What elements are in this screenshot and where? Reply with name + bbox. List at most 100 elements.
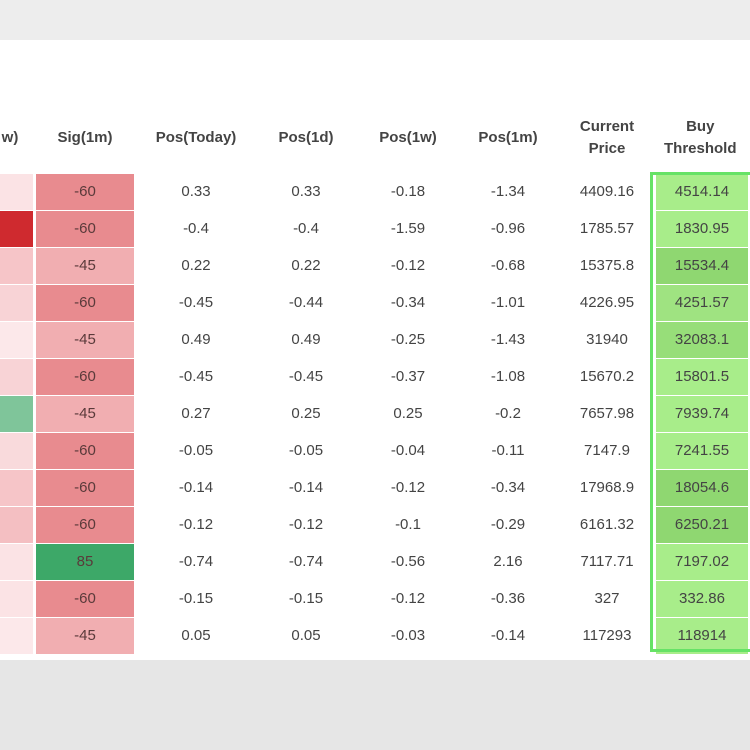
cell-pos-today[interactable]: -0.74 xyxy=(178,553,214,570)
cell-sig1m[interactable]: -45 xyxy=(36,248,134,284)
cell-pos-today[interactable]: 0.49 xyxy=(181,331,211,348)
cell-pos-1m[interactable]: -0.2 xyxy=(495,405,521,422)
cell-pos-1d[interactable]: -0.44 xyxy=(288,294,324,311)
cell-pos-today[interactable]: 0.27 xyxy=(181,405,211,422)
cell-pos-1w[interactable]: -0.37 xyxy=(390,368,426,385)
cell-buy-threshold[interactable]: 332.86 xyxy=(656,581,748,617)
cell-current-price[interactable]: 327 xyxy=(594,590,620,607)
cell-sig1w[interactable] xyxy=(0,322,33,358)
cell-buy-threshold[interactable]: 4251.57 xyxy=(656,285,748,321)
cell-sig1m[interactable]: -60 xyxy=(36,174,134,210)
cell-current-price[interactable]: 15375.8 xyxy=(579,257,635,274)
cell-pos-1w[interactable]: 0.25 xyxy=(393,405,423,422)
cell-buy-threshold[interactable]: 7197.02 xyxy=(656,544,748,580)
cell-sig1w[interactable] xyxy=(0,359,33,395)
cell-sig1w[interactable] xyxy=(0,174,33,210)
cell-current-price[interactable]: 7147.9 xyxy=(584,442,630,459)
cell-pos-1w[interactable]: -0.03 xyxy=(390,627,426,644)
cell-pos-1m[interactable]: -1.34 xyxy=(490,183,526,200)
cell-sig1m[interactable]: -60 xyxy=(36,433,134,469)
cell-sig1w[interactable] xyxy=(0,248,33,284)
cell-sig1m[interactable]: 85 xyxy=(36,544,134,580)
cell-sig1m[interactable]: -60 xyxy=(36,359,134,395)
cell-pos-today[interactable]: -0.14 xyxy=(178,479,214,496)
cell-sig1w[interactable] xyxy=(0,544,33,580)
cell-sig1m[interactable]: -45 xyxy=(36,396,134,432)
cell-current-price[interactable]: 4409.16 xyxy=(579,183,635,200)
cell-sig1m[interactable]: -45 xyxy=(36,322,134,358)
cell-pos-1w[interactable]: -0.1 xyxy=(395,516,421,533)
cell-buy-threshold[interactable]: 15801.5 xyxy=(656,359,748,395)
cell-buy-threshold[interactable]: 1830.95 xyxy=(656,211,748,247)
cell-pos-1d[interactable]: 0.05 xyxy=(291,627,321,644)
cell-pos-1m[interactable]: -0.34 xyxy=(490,479,526,496)
cell-sig1m[interactable]: -60 xyxy=(36,285,134,321)
cell-current-price[interactable]: 31940 xyxy=(586,331,628,348)
cell-pos-1w[interactable]: -0.12 xyxy=(390,257,426,274)
cell-pos-1d[interactable]: -0.74 xyxy=(288,553,324,570)
cell-pos-1m[interactable]: -1.01 xyxy=(490,294,526,311)
cell-pos-1d[interactable]: -0.12 xyxy=(288,516,324,533)
cell-sig1m[interactable]: -45 xyxy=(36,618,134,654)
cell-pos-1d[interactable]: -0.15 xyxy=(288,590,324,607)
cell-sig1m[interactable]: -60 xyxy=(36,507,134,543)
cell-pos-1d[interactable]: -0.45 xyxy=(288,368,324,385)
cell-pos-today[interactable]: 0.22 xyxy=(181,257,211,274)
cell-current-price[interactable]: 1785.57 xyxy=(579,220,635,237)
cell-pos-1w[interactable]: -0.04 xyxy=(390,442,426,459)
cell-pos-1w[interactable]: -0.25 xyxy=(390,331,426,348)
cell-pos-1w[interactable]: -0.12 xyxy=(390,479,426,496)
cell-pos-1m[interactable]: -0.36 xyxy=(490,590,526,607)
cell-pos-1w[interactable]: -0.34 xyxy=(390,294,426,311)
cell-current-price[interactable]: 7657.98 xyxy=(579,405,635,422)
cell-pos-1m[interactable]: -0.11 xyxy=(491,442,525,459)
cell-pos-1m[interactable]: 2.16 xyxy=(493,553,523,570)
cell-buy-threshold[interactable]: 118914 xyxy=(656,618,748,654)
cell-pos-1d[interactable]: 0.49 xyxy=(291,331,321,348)
cell-pos-today[interactable]: -0.12 xyxy=(178,516,214,533)
cell-sig1w[interactable] xyxy=(0,581,33,617)
cell-current-price[interactable]: 6161.32 xyxy=(579,516,635,533)
cell-pos-1d[interactable]: -0.4 xyxy=(293,220,319,237)
cell-pos-1w[interactable]: -0.12 xyxy=(390,590,426,607)
cell-pos-1d[interactable]: 0.22 xyxy=(291,257,321,274)
cell-sig1w[interactable] xyxy=(0,396,33,432)
cell-pos-today[interactable]: -0.45 xyxy=(178,368,214,385)
cell-pos-1d[interactable]: 0.25 xyxy=(291,405,321,422)
cell-current-price[interactable]: 117293 xyxy=(582,627,632,644)
cell-current-price[interactable]: 4226.95 xyxy=(579,294,635,311)
cell-sig1m[interactable]: -60 xyxy=(36,211,134,247)
cell-sig1w[interactable] xyxy=(0,507,33,543)
cell-pos-1d[interactable]: -0.14 xyxy=(288,479,324,496)
cell-sig1w[interactable] xyxy=(0,470,33,506)
cell-pos-1m[interactable]: -1.43 xyxy=(490,331,526,348)
cell-pos-1w[interactable]: -1.59 xyxy=(390,220,426,237)
cell-buy-threshold[interactable]: 6250.21 xyxy=(656,507,748,543)
cell-current-price[interactable]: 17968.9 xyxy=(579,479,635,496)
cell-buy-threshold[interactable]: 4514.14 xyxy=(656,174,748,210)
cell-pos-1d[interactable]: 0.33 xyxy=(291,183,321,200)
cell-pos-today[interactable]: 0.33 xyxy=(181,183,211,200)
cell-buy-threshold[interactable]: 32083.1 xyxy=(656,322,748,358)
cell-pos-today[interactable]: -0.15 xyxy=(178,590,214,607)
cell-sig1w[interactable] xyxy=(0,618,33,654)
cell-sig1w[interactable] xyxy=(0,433,33,469)
cell-pos-1m[interactable]: -1.08 xyxy=(490,368,526,385)
cell-sig1m[interactable]: -60 xyxy=(36,581,134,617)
cell-pos-1w[interactable]: -0.56 xyxy=(390,553,426,570)
cell-sig1w[interactable] xyxy=(0,285,33,321)
cell-pos-today[interactable]: 0.05 xyxy=(181,627,211,644)
cell-pos-today[interactable]: -0.4 xyxy=(183,220,209,237)
cell-pos-today[interactable]: -0.45 xyxy=(178,294,214,311)
cell-current-price[interactable]: 7117.71 xyxy=(580,553,634,570)
cell-pos-1d[interactable]: -0.05 xyxy=(288,442,324,459)
cell-pos-1w[interactable]: -0.18 xyxy=(390,183,426,200)
cell-pos-1m[interactable]: -0.96 xyxy=(490,220,526,237)
cell-current-price[interactable]: 15670.2 xyxy=(579,368,635,385)
cell-sig1m[interactable]: -60 xyxy=(36,470,134,506)
cell-pos-today[interactable]: -0.05 xyxy=(178,442,214,459)
cell-buy-threshold[interactable]: 7241.55 xyxy=(656,433,748,469)
cell-buy-threshold[interactable]: 7939.74 xyxy=(656,396,748,432)
cell-pos-1m[interactable]: -0.68 xyxy=(490,257,526,274)
cell-buy-threshold[interactable]: 18054.6 xyxy=(656,470,748,506)
